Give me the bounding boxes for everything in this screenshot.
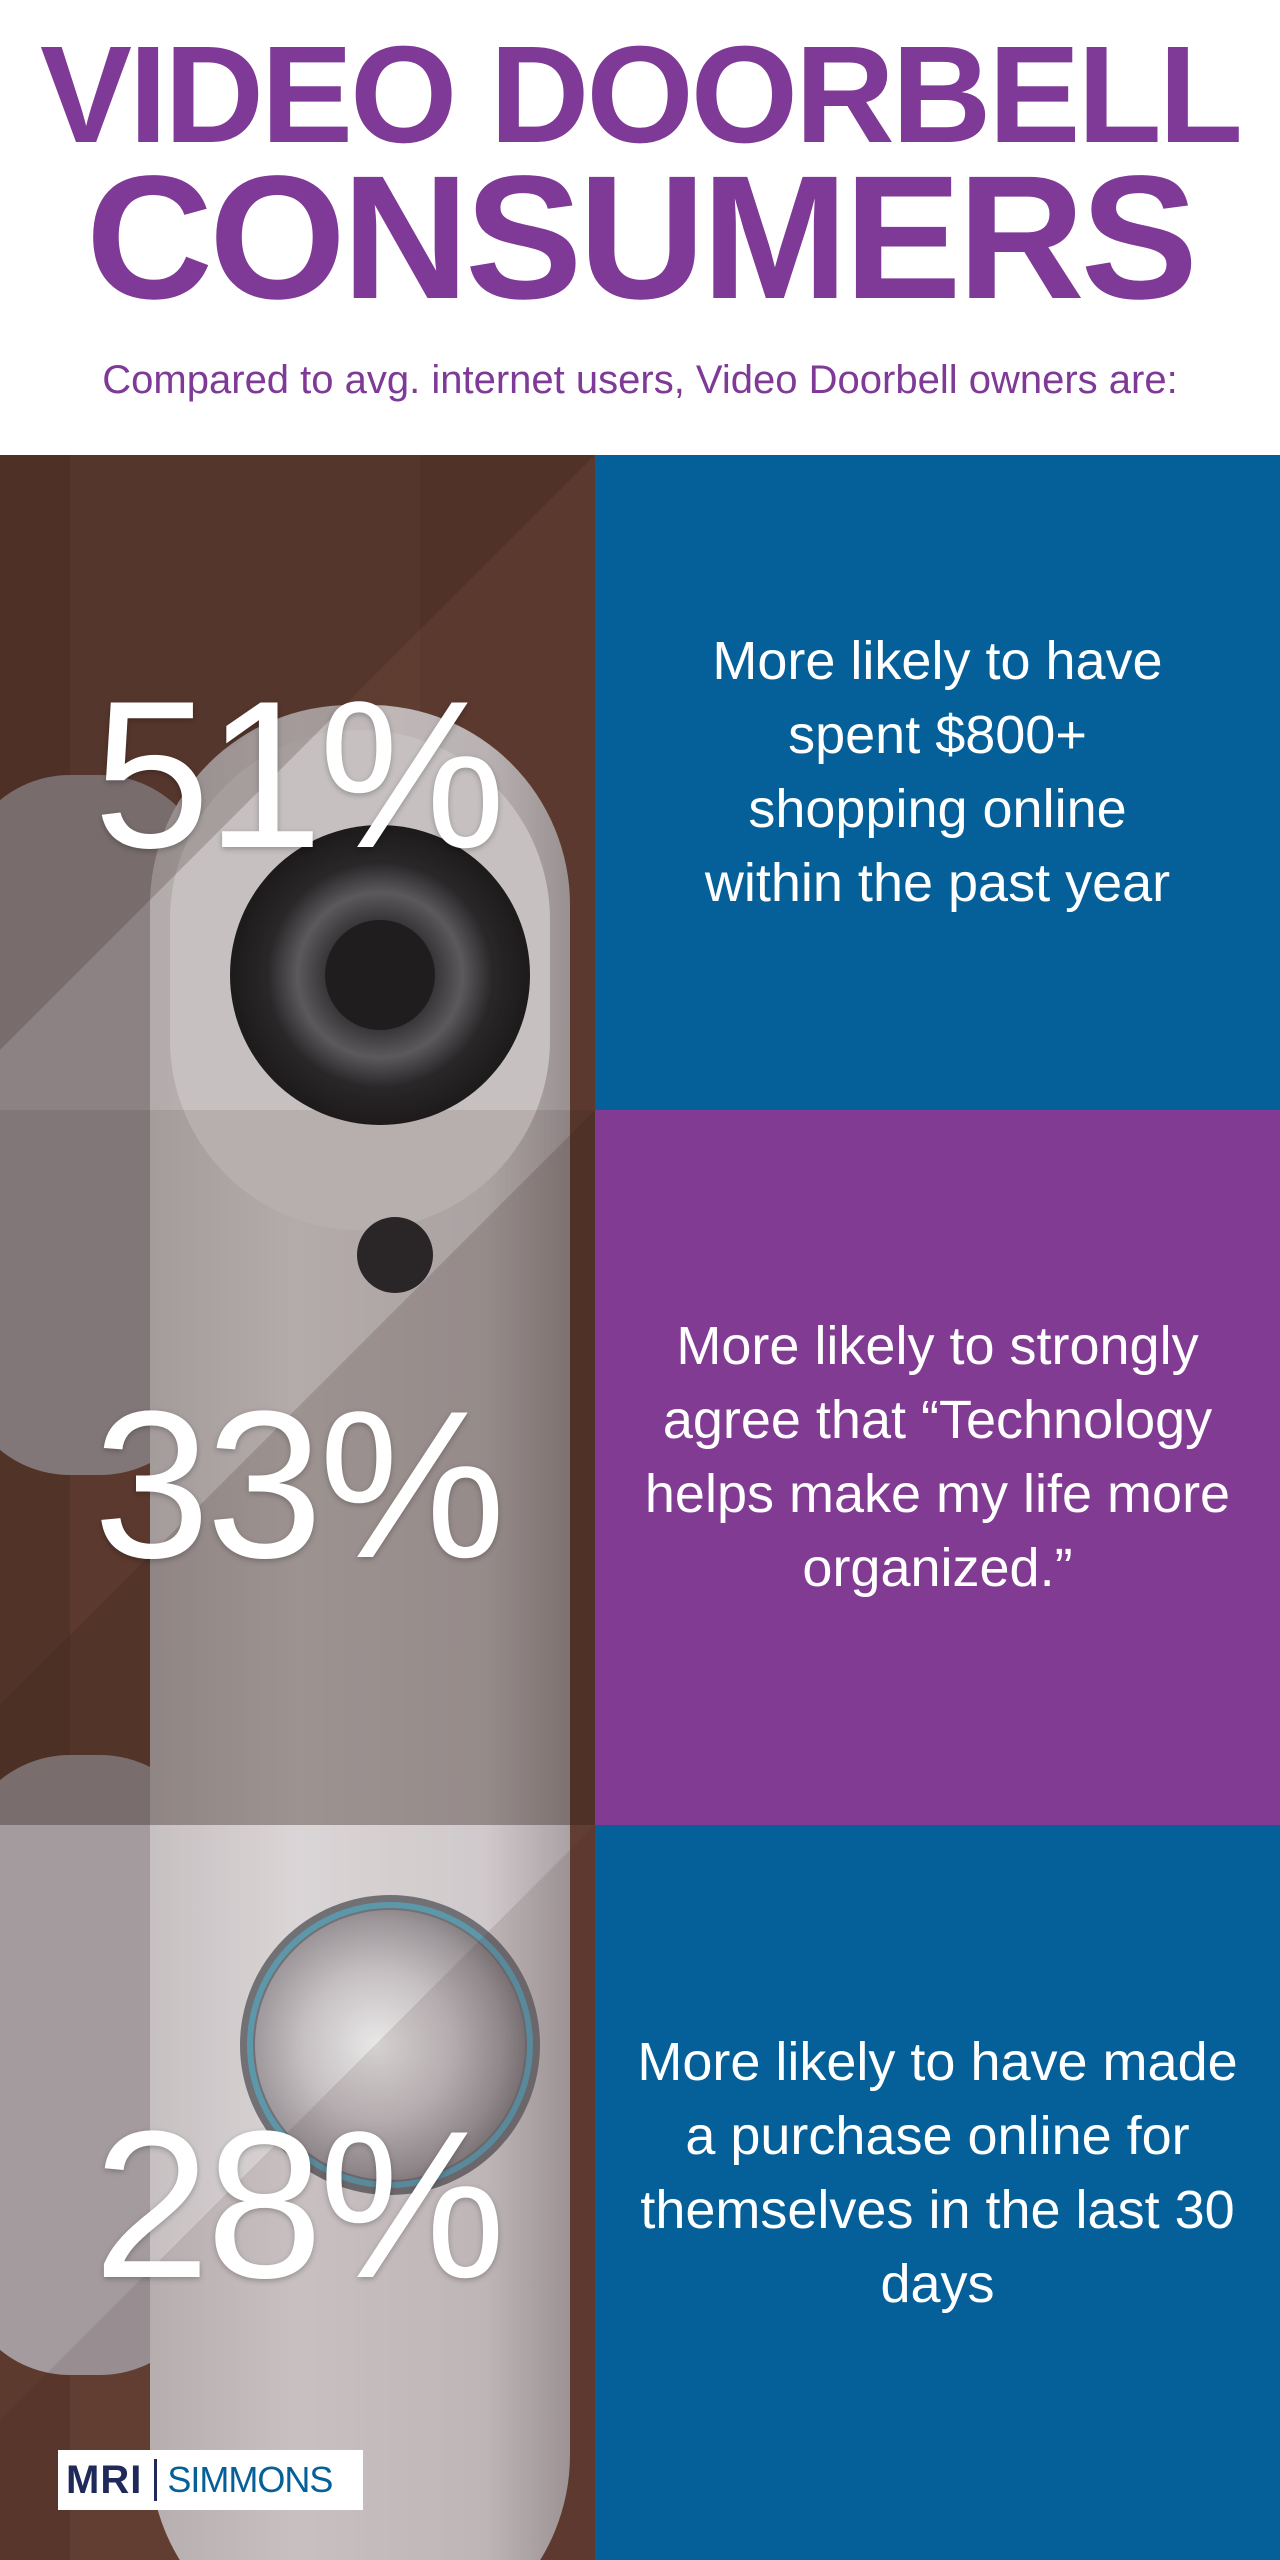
stat-row-1: 51% More likely to have spent $800+ shop… bbox=[0, 455, 1280, 1110]
stat-percent-3: 28% bbox=[93, 2087, 505, 2322]
header: VIDEO DOORBELL CONSUMERS Compared to avg… bbox=[0, 0, 1280, 455]
doorbell-photo bbox=[0, 455, 595, 2560]
stat-percent-1: 51% bbox=[93, 657, 505, 892]
mri-simmons-logo: MRI SIMMONS bbox=[58, 2450, 363, 2510]
stat-row-2: 33% More likely to strongly agree that “… bbox=[0, 1110, 1280, 1825]
title-line-2: CONSUMERS bbox=[85, 140, 1198, 336]
doorbell-illustration bbox=[0, 455, 595, 2560]
logo-simmons-text: SIMMONS bbox=[167, 2459, 333, 2500]
title-line-1: VIDEO DOORBELL bbox=[39, 18, 1243, 172]
logo-mri-text: MRI bbox=[66, 2457, 143, 2502]
subtitle: Compared to avg. internet users, Video D… bbox=[102, 358, 1178, 402]
stat-panel-1: More likely to have spent $800+ shopping… bbox=[595, 455, 1280, 1110]
stat-description-3: More likely to have made a purchase onli… bbox=[637, 2031, 1238, 2314]
stat-description-1: More likely to have spent $800+ shopping… bbox=[704, 630, 1171, 913]
stat-description-2: More likely to strongly agree that “Tech… bbox=[644, 1315, 1231, 1598]
stat-percent-2: 33% bbox=[93, 1367, 505, 1602]
logo-separator bbox=[154, 2459, 158, 2501]
stat-panel-3: More likely to have made a purchase onli… bbox=[595, 1825, 1280, 2560]
stat-panel-2: More likely to strongly agree that “Tech… bbox=[595, 1110, 1280, 1825]
stat-row-3: 28% More likely to have made a purchase … bbox=[0, 1825, 1280, 2560]
